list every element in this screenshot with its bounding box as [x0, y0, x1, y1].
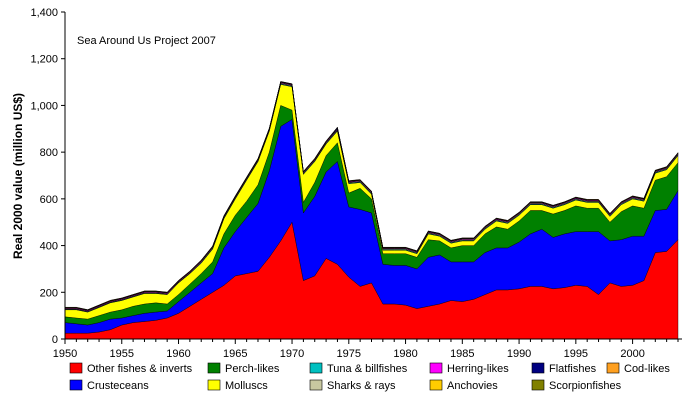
- legend-label-scorpionfishes: Scorpionfishes: [549, 380, 622, 392]
- plot-area: [64, 81, 679, 340]
- legend-swatch-other-fishes-and-inverts: [69, 362, 83, 374]
- y-tick-label: 200: [40, 287, 58, 299]
- x-tick-label: 1970: [280, 348, 304, 360]
- legend-swatch-perch-likes: [207, 362, 221, 374]
- y-tick-label: 600: [40, 194, 58, 206]
- x-tick-label: 1965: [223, 348, 247, 360]
- legend-swatch-scorpionfishes: [531, 379, 545, 391]
- legend-label-sharks-and-rays: Sharks & rays: [327, 380, 396, 392]
- area-cod-likes: [64, 81, 679, 311]
- legend: Other fishes & inverts Perch-likes Tuna & …: [69, 362, 670, 392]
- y-tick-label: 800: [40, 147, 58, 159]
- legend-swatch-anchovies: [429, 379, 443, 391]
- legend-label-cod-likes: Cod-likes: [624, 363, 670, 375]
- legend-swatch-molluscs: [207, 379, 221, 391]
- legend-label-perch-likes: Perch-likes: [225, 363, 280, 375]
- legend-swatch-tuna-and-billfishes: [309, 362, 323, 374]
- y-axis-title: Real 2000 value (million US$): [11, 93, 25, 259]
- x-tick-label: 1990: [507, 348, 531, 360]
- x-tick-label: 1960: [166, 348, 190, 360]
- y-tick-label: 0: [52, 334, 58, 346]
- x-tick-label: 1950: [53, 348, 77, 360]
- legend-swatch-herring-likes: [429, 362, 443, 374]
- legend-swatch-cod-likes: [606, 362, 620, 374]
- y-ticks: 0 200 400 600 800 1,000 1,200 1,400: [30, 7, 65, 346]
- legend-label-crusteceans: Crusteceans: [87, 380, 149, 392]
- x-tick-label: 1975: [337, 348, 361, 360]
- y-tick-label: 400: [40, 241, 58, 253]
- legend-swatch-flatfishes: [531, 362, 545, 374]
- legend-label-herring-likes: Herring-likes: [447, 363, 509, 375]
- legend-label-flatfishes: Flatfishes: [549, 363, 597, 375]
- legend-swatch-sharks-and-rays: [309, 379, 323, 391]
- x-ticks: 1950 1955 1960 1965 1970 1975 1980 1985 1990 1995…: [53, 339, 679, 360]
- y-tick-label: 1,000: [30, 100, 58, 112]
- legend-swatch-crusteceans: [69, 379, 83, 391]
- x-tick-label: 1995: [564, 348, 588, 360]
- legend-label-molluscs: Molluscs: [225, 380, 268, 392]
- legend-label-other-fishes-and-inverts: Other fishes & inverts: [87, 363, 193, 375]
- legend-label-anchovies: Anchovies: [447, 380, 498, 392]
- y-tick-label: 1,200: [30, 54, 58, 66]
- x-tick-label: 1985: [450, 348, 474, 360]
- x-tick-label: 1980: [393, 348, 417, 360]
- axes: [64, 12, 682, 340]
- y-tick-label: 1,400: [30, 7, 58, 19]
- chart-annotation: Sea Around Us Project 2007: [77, 35, 216, 47]
- x-tick-label: 1955: [110, 348, 134, 360]
- legend-label-tuna-and-billfishes: Tuna & billfishes: [327, 363, 408, 375]
- x-tick-label: 2000: [620, 348, 644, 360]
